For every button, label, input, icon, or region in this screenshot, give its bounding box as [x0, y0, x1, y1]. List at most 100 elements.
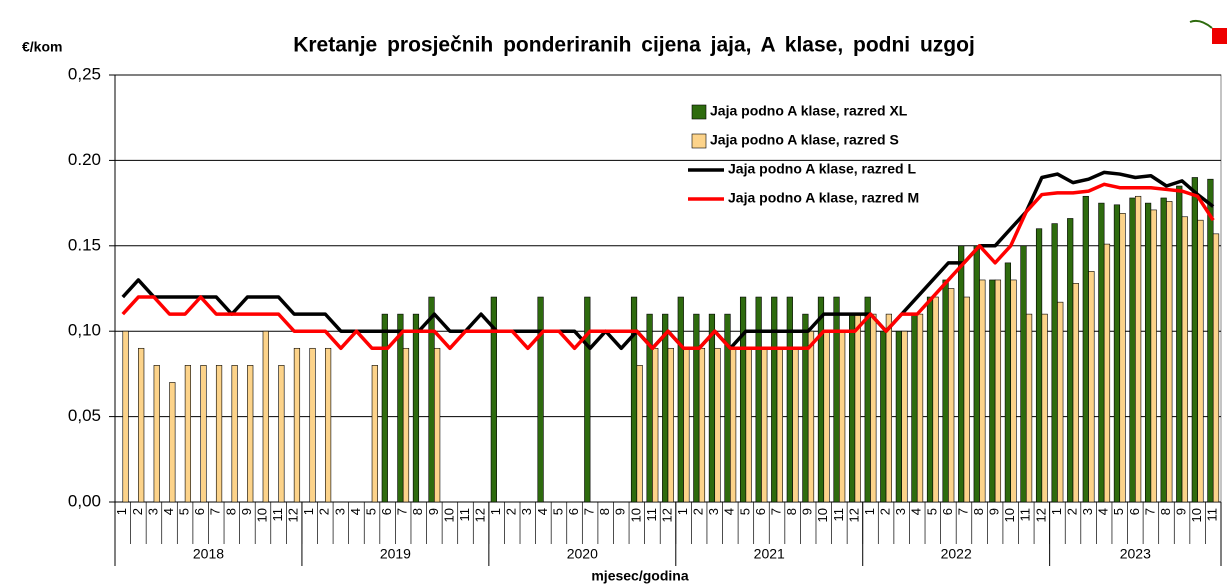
bar — [278, 365, 285, 503]
bar — [1113, 204, 1121, 503]
bar — [864, 296, 871, 503]
y-tick-label: 0,25 — [68, 64, 101, 83]
bar — [324, 347, 332, 503]
bar — [932, 296, 939, 503]
x-tick-label: 1 — [862, 508, 877, 515]
x-tick-label: 3 — [706, 508, 721, 515]
x-tick-label: 4 — [1096, 508, 1111, 515]
bar — [1082, 195, 1089, 503]
bar — [169, 382, 176, 503]
x-tick-label: 8 — [784, 508, 799, 515]
x-tick-label: 2 — [691, 508, 706, 515]
bar — [1057, 301, 1064, 503]
bar — [870, 313, 877, 503]
year-label: 2023 — [1120, 546, 1151, 562]
x-tick-label: 6 — [192, 508, 207, 515]
logo — [1189, 19, 1227, 54]
bar — [739, 296, 747, 503]
x-tick-label: 10 — [254, 508, 269, 522]
x-tick-label: 6 — [379, 508, 394, 515]
bar — [293, 347, 301, 503]
year-label: 2019 — [380, 546, 411, 562]
bar — [262, 330, 269, 503]
bar — [698, 347, 706, 503]
bar — [397, 313, 404, 503]
bar — [138, 347, 145, 503]
x-tick-label: 11 — [270, 508, 285, 522]
x-tick-label: 3 — [145, 508, 160, 515]
bar — [1197, 219, 1204, 503]
legend-swatch — [691, 133, 707, 149]
bar — [667, 347, 674, 503]
bar — [1150, 209, 1157, 503]
bar — [1166, 201, 1173, 503]
bar — [434, 347, 441, 503]
bar — [1160, 197, 1167, 503]
y-tick-label: 0.20 — [68, 150, 101, 169]
x-tick-label: 5 — [924, 508, 939, 515]
x-tick-label: 8 — [1158, 508, 1173, 515]
bar — [1212, 233, 1220, 503]
x-tick-label: 2 — [1064, 508, 1079, 515]
bar — [381, 313, 388, 503]
x-tick-label: 7 — [1142, 508, 1157, 515]
bar — [958, 245, 965, 503]
x-tick-label: 3 — [332, 508, 347, 515]
x-tick-label: 7 — [395, 508, 410, 515]
x-tick-label: 12 — [659, 508, 674, 522]
x-tick-label: 4 — [161, 508, 176, 515]
x-tick-label: 10 — [441, 508, 456, 522]
x-tick-label: 8 — [971, 508, 986, 515]
x-tick-label: 7 — [768, 508, 783, 515]
bar — [1144, 202, 1152, 503]
legend-swatch — [691, 104, 707, 120]
bar — [901, 330, 908, 503]
bar — [911, 313, 918, 503]
x-axis-label: mjesec/godina — [591, 568, 688, 584]
x-tick-label: 4 — [722, 508, 737, 515]
bar — [412, 313, 420, 503]
x-tick-label: 12 — [473, 508, 488, 522]
x-tick-label: 1 — [114, 508, 129, 515]
bar — [428, 296, 435, 503]
bar — [1067, 218, 1074, 503]
y-tick-label: 0.15 — [68, 235, 101, 254]
x-tick-label: 8 — [410, 508, 425, 515]
bar — [926, 296, 934, 503]
bar — [1103, 243, 1111, 503]
bar — [885, 313, 892, 503]
x-tick-label: 11 — [457, 508, 472, 522]
x-tick-label: 2 — [317, 508, 332, 515]
x-tick-label: 7 — [582, 508, 597, 515]
x-tick-label: 6 — [940, 508, 955, 515]
bar — [1119, 213, 1126, 503]
bar — [636, 365, 643, 503]
x-tick-label: 8 — [223, 508, 238, 515]
bar — [833, 296, 840, 503]
x-tick-label: 9 — [613, 508, 628, 515]
x-tick-label: 2 — [130, 508, 145, 515]
bar — [786, 296, 793, 503]
x-tick-label: 9 — [987, 508, 1002, 515]
bar — [839, 330, 846, 503]
x-tick-label: 1 — [675, 508, 690, 515]
x-tick-label: 1 — [301, 508, 316, 515]
x-tick-label: 10 — [628, 508, 643, 522]
bar — [200, 365, 207, 503]
bar — [849, 313, 856, 503]
x-tick-label: 2 — [504, 508, 519, 515]
x-tick-label: 6 — [753, 508, 768, 515]
bar — [776, 347, 783, 503]
bar — [823, 330, 830, 503]
x-tick-label: 3 — [519, 508, 534, 515]
x-tick-label: 12 — [846, 508, 861, 522]
bar — [153, 365, 160, 503]
bar — [963, 296, 970, 503]
bar — [745, 347, 752, 503]
x-tick-label: 8 — [597, 508, 612, 515]
bar — [817, 296, 825, 503]
x-tick-label: 1 — [488, 508, 503, 515]
bar — [652, 347, 659, 503]
bar — [1041, 313, 1048, 503]
